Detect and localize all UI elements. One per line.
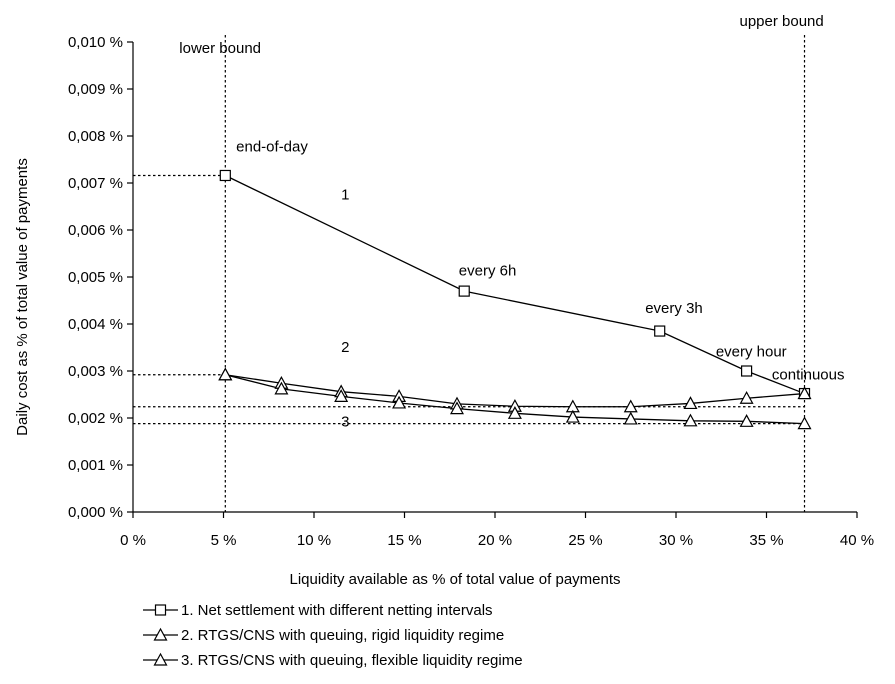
annotations: end-of-day 1 every 6h every 3h every hour con… xyxy=(236,139,844,431)
series-3-point xyxy=(392,395,407,409)
legend-entry-1: 1. Net settlement with different netting… xyxy=(181,602,493,619)
y-tick-label: 0,003 % xyxy=(68,363,123,380)
series-2-point xyxy=(739,391,754,404)
chart-annotation: continuous xyxy=(772,366,845,383)
series-1-point xyxy=(458,285,470,297)
series-2-point xyxy=(797,386,812,400)
series-3-point xyxy=(565,409,580,423)
x-tick-label: 20 % xyxy=(478,532,512,549)
upper-bound-label: upper bound xyxy=(740,13,824,30)
lower-bound-label: lower bound xyxy=(179,40,261,57)
x-axis-title: Liquidity available as % of total value … xyxy=(289,571,620,588)
chart-annotation: 2 xyxy=(341,339,349,356)
x-tick-label: 0 % xyxy=(120,532,146,549)
series-2-point xyxy=(683,396,698,410)
series-3-point xyxy=(449,401,465,415)
y-tick-label: 0,008 % xyxy=(68,128,123,145)
x-tick-label: 40 % xyxy=(840,532,874,549)
x-tick-label: 30 % xyxy=(659,532,693,549)
series-3-point xyxy=(683,413,698,427)
y-tick-label: 0,005 % xyxy=(68,269,123,286)
chart-annotation: 3 xyxy=(341,413,349,430)
axes: 0,000 % 0,001 % 0,002 % 0,003 % 0,004 % 0,005… xyxy=(14,34,874,588)
reference-lines: lower bound upper bound xyxy=(133,13,824,512)
series-3-point xyxy=(274,381,289,395)
series-group xyxy=(218,169,812,430)
chart-annotation: every hour xyxy=(716,343,787,360)
y-tick-label: 0,010 % xyxy=(68,34,123,51)
series-1-point xyxy=(219,169,231,182)
legend-entry-2: 2. RTGS/CNS with queuing, rigid liquidit… xyxy=(181,627,504,644)
series-3-point xyxy=(623,411,638,425)
x-tick-label: 25 % xyxy=(568,532,602,549)
y-tick-label: 0,004 % xyxy=(68,316,123,333)
y-tick-label: 0,000 % xyxy=(68,504,123,521)
legend: 1. Net settlement with different netting… xyxy=(143,602,523,669)
series-1-point xyxy=(740,365,753,377)
y-tick-label: 0,007 % xyxy=(68,175,123,192)
y-tick-label: 0,002 % xyxy=(68,410,123,427)
series-3-point xyxy=(218,367,233,381)
series-1-line xyxy=(225,174,805,395)
y-tick-label: 0,001 % xyxy=(68,457,123,474)
legend-marker xyxy=(153,652,168,666)
chart-annotation: end-of-day xyxy=(236,139,308,156)
chart-annotation: every 3h xyxy=(645,300,703,317)
x-tick-label: 5 % xyxy=(211,532,237,549)
x-tick-label: 15 % xyxy=(387,532,421,549)
series-3-point xyxy=(739,414,754,427)
x-tick-label: 10 % xyxy=(297,532,331,549)
y-tick-label: 0,009 % xyxy=(68,81,123,98)
series-3-point xyxy=(797,416,812,430)
y-axis-title: Daily cost as % of total value of paymen… xyxy=(14,158,31,436)
y-tick-label: 0,006 % xyxy=(68,222,123,239)
series-3-point xyxy=(334,389,349,402)
legend-marker xyxy=(154,604,167,616)
chart-annotation: every 6h xyxy=(459,263,517,280)
legend-entry-3: 3. RTGS/CNS with queuing, flexible liqui… xyxy=(181,652,523,669)
x-tick-label: 35 % xyxy=(749,532,783,549)
series-1-point xyxy=(654,325,666,337)
chart-annotation: 1 xyxy=(341,186,349,203)
legend-marker xyxy=(153,627,168,641)
series-3-point xyxy=(507,406,522,419)
